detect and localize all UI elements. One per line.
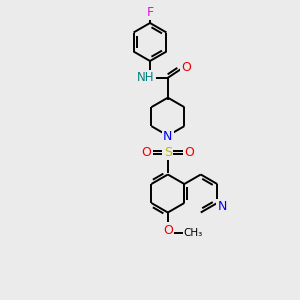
Text: O: O — [163, 224, 173, 237]
Text: NH: NH — [137, 71, 155, 84]
Text: O: O — [185, 146, 194, 158]
Text: O: O — [182, 61, 191, 74]
Text: O: O — [141, 146, 151, 158]
Text: N: N — [163, 130, 172, 143]
Text: S: S — [164, 146, 172, 158]
Text: N: N — [218, 200, 227, 214]
Text: F: F — [146, 5, 154, 19]
Text: CH₃: CH₃ — [184, 228, 203, 238]
